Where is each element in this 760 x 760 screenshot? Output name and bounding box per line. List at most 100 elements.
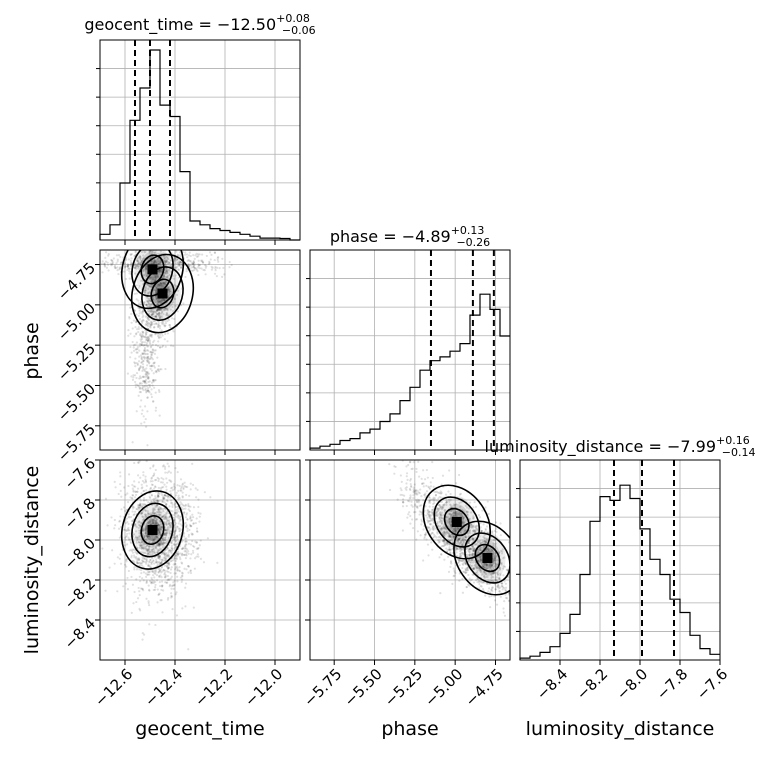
scatter-point bbox=[479, 558, 483, 561]
scatter-point bbox=[446, 548, 450, 551]
scatter-point bbox=[148, 384, 152, 387]
scatter-point bbox=[158, 541, 162, 544]
scatter-point bbox=[135, 259, 139, 262]
scatter-point bbox=[460, 548, 463, 551]
scatter-point bbox=[134, 523, 137, 526]
scatter-point bbox=[154, 623, 157, 627]
scatter-point bbox=[494, 521, 498, 524]
scatter-point bbox=[504, 586, 508, 589]
scatter-point bbox=[435, 490, 438, 493]
scatter-point bbox=[138, 342, 142, 346]
scatter-point bbox=[163, 282, 166, 285]
scatter-point bbox=[153, 386, 156, 389]
scatter-point bbox=[156, 451, 158, 453]
scatter-point bbox=[146, 396, 149, 399]
scatter-point bbox=[138, 558, 141, 561]
scatter-point bbox=[438, 516, 441, 519]
scatter-point bbox=[443, 527, 446, 530]
scatter-point bbox=[471, 552, 474, 555]
scatter-point bbox=[114, 266, 117, 270]
scatter-point bbox=[157, 549, 160, 552]
scatter-point bbox=[135, 508, 139, 511]
scatter-point bbox=[141, 587, 144, 591]
scatter-point bbox=[178, 529, 181, 532]
scatter-point bbox=[158, 492, 161, 495]
scatter-point bbox=[167, 295, 170, 298]
scatter-point bbox=[197, 255, 200, 258]
scatter-point bbox=[414, 488, 418, 492]
scatter-point bbox=[145, 265, 148, 268]
scatter-point bbox=[146, 372, 149, 375]
scatter-point bbox=[155, 547, 158, 550]
scatter-point bbox=[154, 485, 157, 488]
scatter-point bbox=[155, 260, 158, 264]
scatter-point bbox=[164, 271, 167, 274]
scatter-point bbox=[158, 300, 161, 303]
scatter-point bbox=[145, 367, 148, 370]
scatter-point bbox=[470, 523, 473, 527]
scatter-point bbox=[221, 257, 224, 260]
scatter-point bbox=[154, 536, 157, 539]
scatter-point bbox=[170, 523, 173, 526]
scatter-point bbox=[188, 259, 191, 263]
scatter-point bbox=[465, 586, 468, 589]
scatter-point bbox=[163, 275, 166, 279]
x-axis-label-luminosity-distance: luminosity_distance bbox=[526, 718, 715, 740]
scatter-point bbox=[136, 546, 139, 549]
scatter-point bbox=[157, 283, 161, 287]
y-tick-label: −7.8 bbox=[61, 494, 99, 532]
scatter-point bbox=[136, 328, 139, 331]
scatter-point bbox=[428, 522, 432, 526]
scatter-point bbox=[136, 536, 139, 540]
scatter-point bbox=[153, 310, 156, 314]
scatter-point bbox=[160, 580, 164, 583]
scatter-point bbox=[160, 541, 163, 544]
scatter-point bbox=[195, 252, 198, 255]
scatter-point bbox=[162, 500, 165, 503]
scatter-point bbox=[134, 490, 137, 494]
scatter-point bbox=[499, 572, 502, 575]
scatter-point bbox=[489, 550, 492, 553]
scatter-point bbox=[125, 534, 128, 538]
scatter-point bbox=[173, 504, 176, 507]
scatter-point bbox=[135, 561, 138, 564]
scatter-point bbox=[494, 552, 497, 555]
scatter-point bbox=[172, 301, 175, 304]
scatter-point bbox=[475, 524, 479, 528]
scatter-point bbox=[173, 521, 176, 524]
scatter-point bbox=[202, 561, 206, 564]
scatter-point bbox=[129, 496, 132, 499]
scatter-point bbox=[147, 584, 150, 587]
scatter-point bbox=[185, 267, 188, 271]
scatter-point bbox=[170, 521, 173, 525]
scatter-point bbox=[171, 584, 175, 587]
scatter-point bbox=[151, 522, 154, 525]
scatter-point bbox=[466, 569, 469, 572]
scatter-point bbox=[419, 488, 422, 491]
scatter-point bbox=[138, 524, 142, 527]
scatter-point bbox=[172, 563, 175, 566]
scatter-point bbox=[452, 514, 455, 517]
scatter-point bbox=[181, 562, 184, 565]
scatter-point bbox=[428, 496, 431, 499]
scatter-point bbox=[163, 254, 166, 258]
scatter-point bbox=[141, 504, 145, 507]
scatter-point bbox=[185, 554, 188, 557]
scatter-point bbox=[141, 632, 144, 635]
scatter-point bbox=[428, 517, 431, 520]
scatter-point bbox=[166, 312, 169, 315]
scatter-point bbox=[202, 261, 205, 264]
scatter-point bbox=[449, 551, 452, 554]
scatter-point bbox=[149, 496, 152, 500]
scatter-point bbox=[139, 257, 142, 260]
scatter-point bbox=[136, 258, 139, 261]
scatter-point bbox=[475, 527, 478, 531]
scatter-point bbox=[150, 501, 153, 504]
scatter-point bbox=[171, 486, 174, 489]
scatter-point bbox=[159, 506, 162, 509]
scatter-point bbox=[163, 501, 166, 504]
scatter-point bbox=[183, 535, 186, 538]
scatter-point bbox=[119, 262, 123, 265]
scatter-point bbox=[461, 566, 464, 570]
scatter-point bbox=[173, 530, 177, 533]
